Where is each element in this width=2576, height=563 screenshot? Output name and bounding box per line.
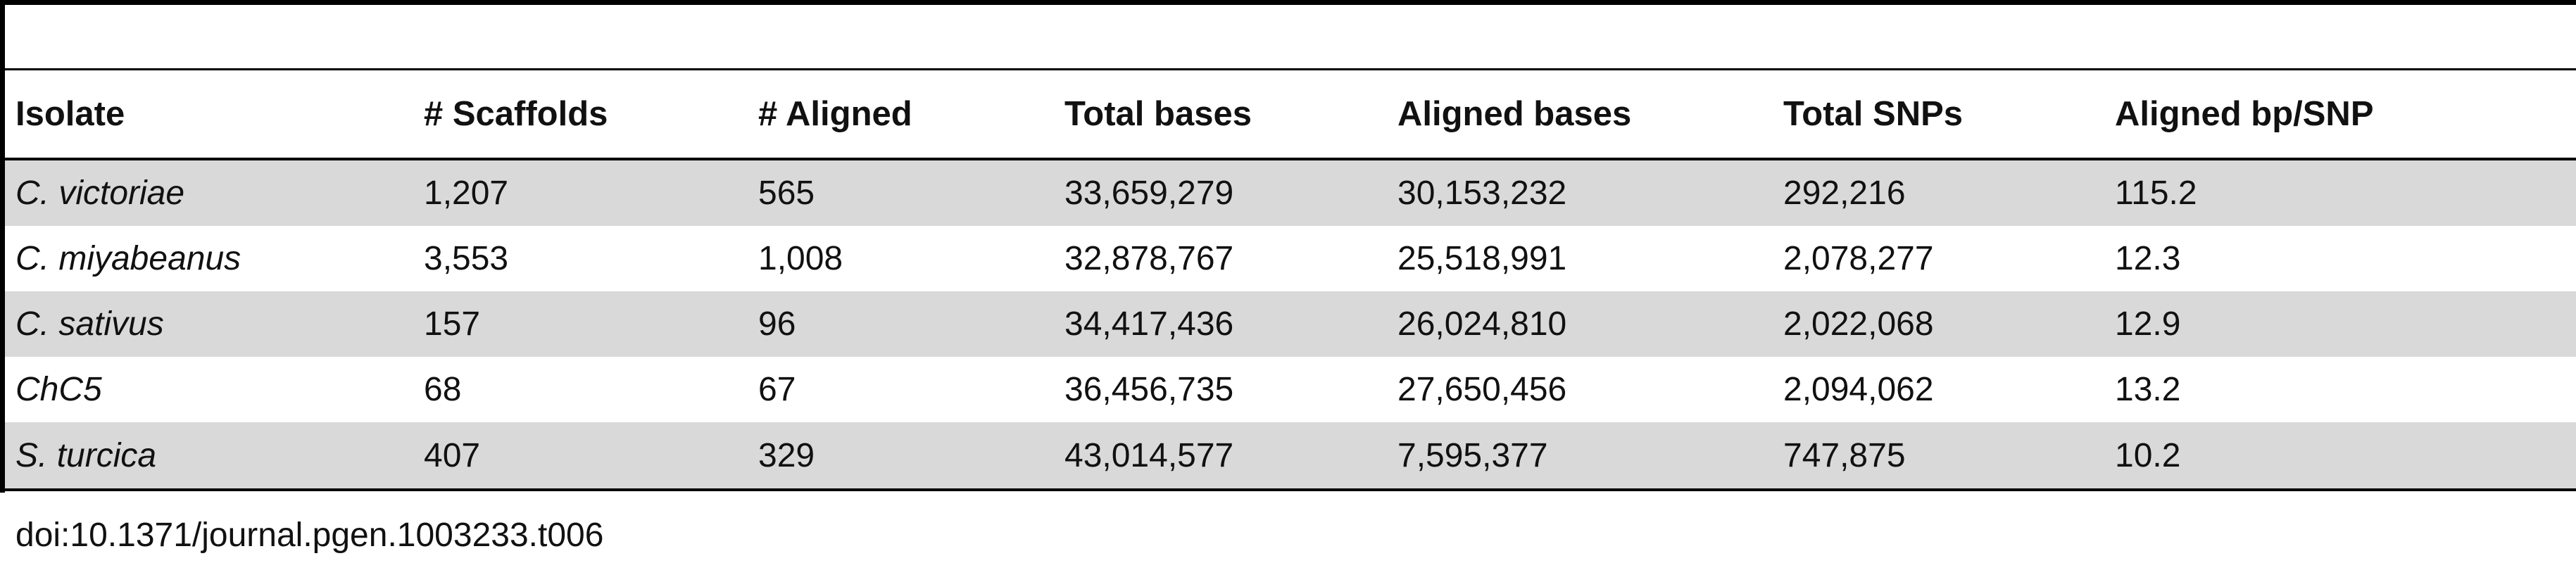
cell-aligned-bp-per-snp: 12.3 — [2115, 240, 2181, 277]
cell-total-bases: 33,659,279 — [1064, 175, 1234, 212]
cell-total-snps: 2,022,068 — [1783, 305, 1934, 343]
cell-aligned: 565 — [758, 175, 815, 212]
cell-aligned-bases: 30,153,232 — [1397, 175, 1567, 212]
table-row: C. sativus 157 96 34,417,436 26,024,810 … — [5, 291, 2576, 357]
cell-aligned-bases: 7,595,377 — [1397, 436, 1548, 474]
cell-aligned-bp-per-snp: 10.2 — [2115, 436, 2181, 474]
header-bottom-rule — [5, 158, 2576, 160]
left-border-rule — [0, 0, 5, 493]
cell-isolate: ChC5 — [15, 371, 102, 408]
table-bottom-rule — [5, 488, 2576, 491]
cell-total-bases: 32,878,767 — [1064, 240, 1234, 277]
cell-total-bases: 43,014,577 — [1064, 436, 1234, 474]
cell-total-snps: 2,078,277 — [1783, 240, 1934, 277]
header-total-snps: Total SNPs — [1783, 95, 1964, 133]
header-aligned: # Aligned — [758, 95, 912, 133]
cell-aligned: 329 — [758, 436, 815, 474]
header-top-rule — [5, 68, 2576, 70]
cell-aligned-bases: 27,650,456 — [1397, 371, 1567, 408]
header-aligned-bp-per-snp: Aligned bp/SNP — [2115, 95, 2374, 133]
cell-isolate: S. turcica — [15, 436, 157, 474]
cell-total-snps: 747,875 — [1783, 436, 1906, 474]
header-isolate: Isolate — [15, 95, 125, 133]
cell-total-bases: 34,417,436 — [1064, 305, 1234, 343]
cell-total-snps: 292,216 — [1783, 175, 1906, 212]
cell-total-bases: 36,456,735 — [1064, 371, 1234, 408]
cell-isolate: C. miyabeanus — [15, 240, 241, 277]
table-header-row: Isolate # Scaffolds # Aligned Total base… — [5, 70, 2576, 158]
cell-scaffolds: 3,553 — [424, 240, 509, 277]
top-border-rule — [0, 0, 2576, 5]
cell-aligned-bp-per-snp: 12.9 — [2115, 305, 2181, 343]
cell-aligned: 67 — [758, 371, 796, 408]
cell-aligned-bp-per-snp: 115.2 — [2115, 175, 2197, 212]
doi-citation: doi:10.1371/journal.pgen.1003233.t006 — [15, 517, 604, 554]
header-total-bases: Total bases — [1064, 95, 1252, 133]
header-aligned-bases: Aligned bases — [1397, 95, 1632, 133]
cell-aligned: 1,008 — [758, 240, 843, 277]
table-row: C. miyabeanus 3,553 1,008 32,878,767 25,… — [5, 226, 2576, 291]
cell-scaffolds: 1,207 — [424, 175, 509, 212]
table-row: ChC5 68 67 36,456,735 27,650,456 2,094,0… — [5, 357, 2576, 422]
cell-aligned-bp-per-snp: 13.2 — [2115, 371, 2181, 408]
cell-aligned-bases: 25,518,991 — [1397, 240, 1567, 277]
cell-total-snps: 2,094,062 — [1783, 371, 1934, 408]
table-row: S. turcica 407 329 43,014,577 7,595,377 … — [5, 422, 2576, 488]
cell-isolate: C. sativus — [15, 305, 164, 343]
cell-scaffolds: 68 — [424, 371, 462, 408]
table-row: C. victoriae 1,207 565 33,659,279 30,153… — [5, 160, 2576, 226]
cell-scaffolds: 157 — [424, 305, 481, 343]
cell-aligned-bases: 26,024,810 — [1397, 305, 1567, 343]
cell-aligned: 96 — [758, 305, 796, 343]
cell-isolate: C. victoriae — [15, 175, 185, 212]
cell-scaffolds: 407 — [424, 436, 481, 474]
header-scaffolds: # Scaffolds — [424, 95, 608, 133]
